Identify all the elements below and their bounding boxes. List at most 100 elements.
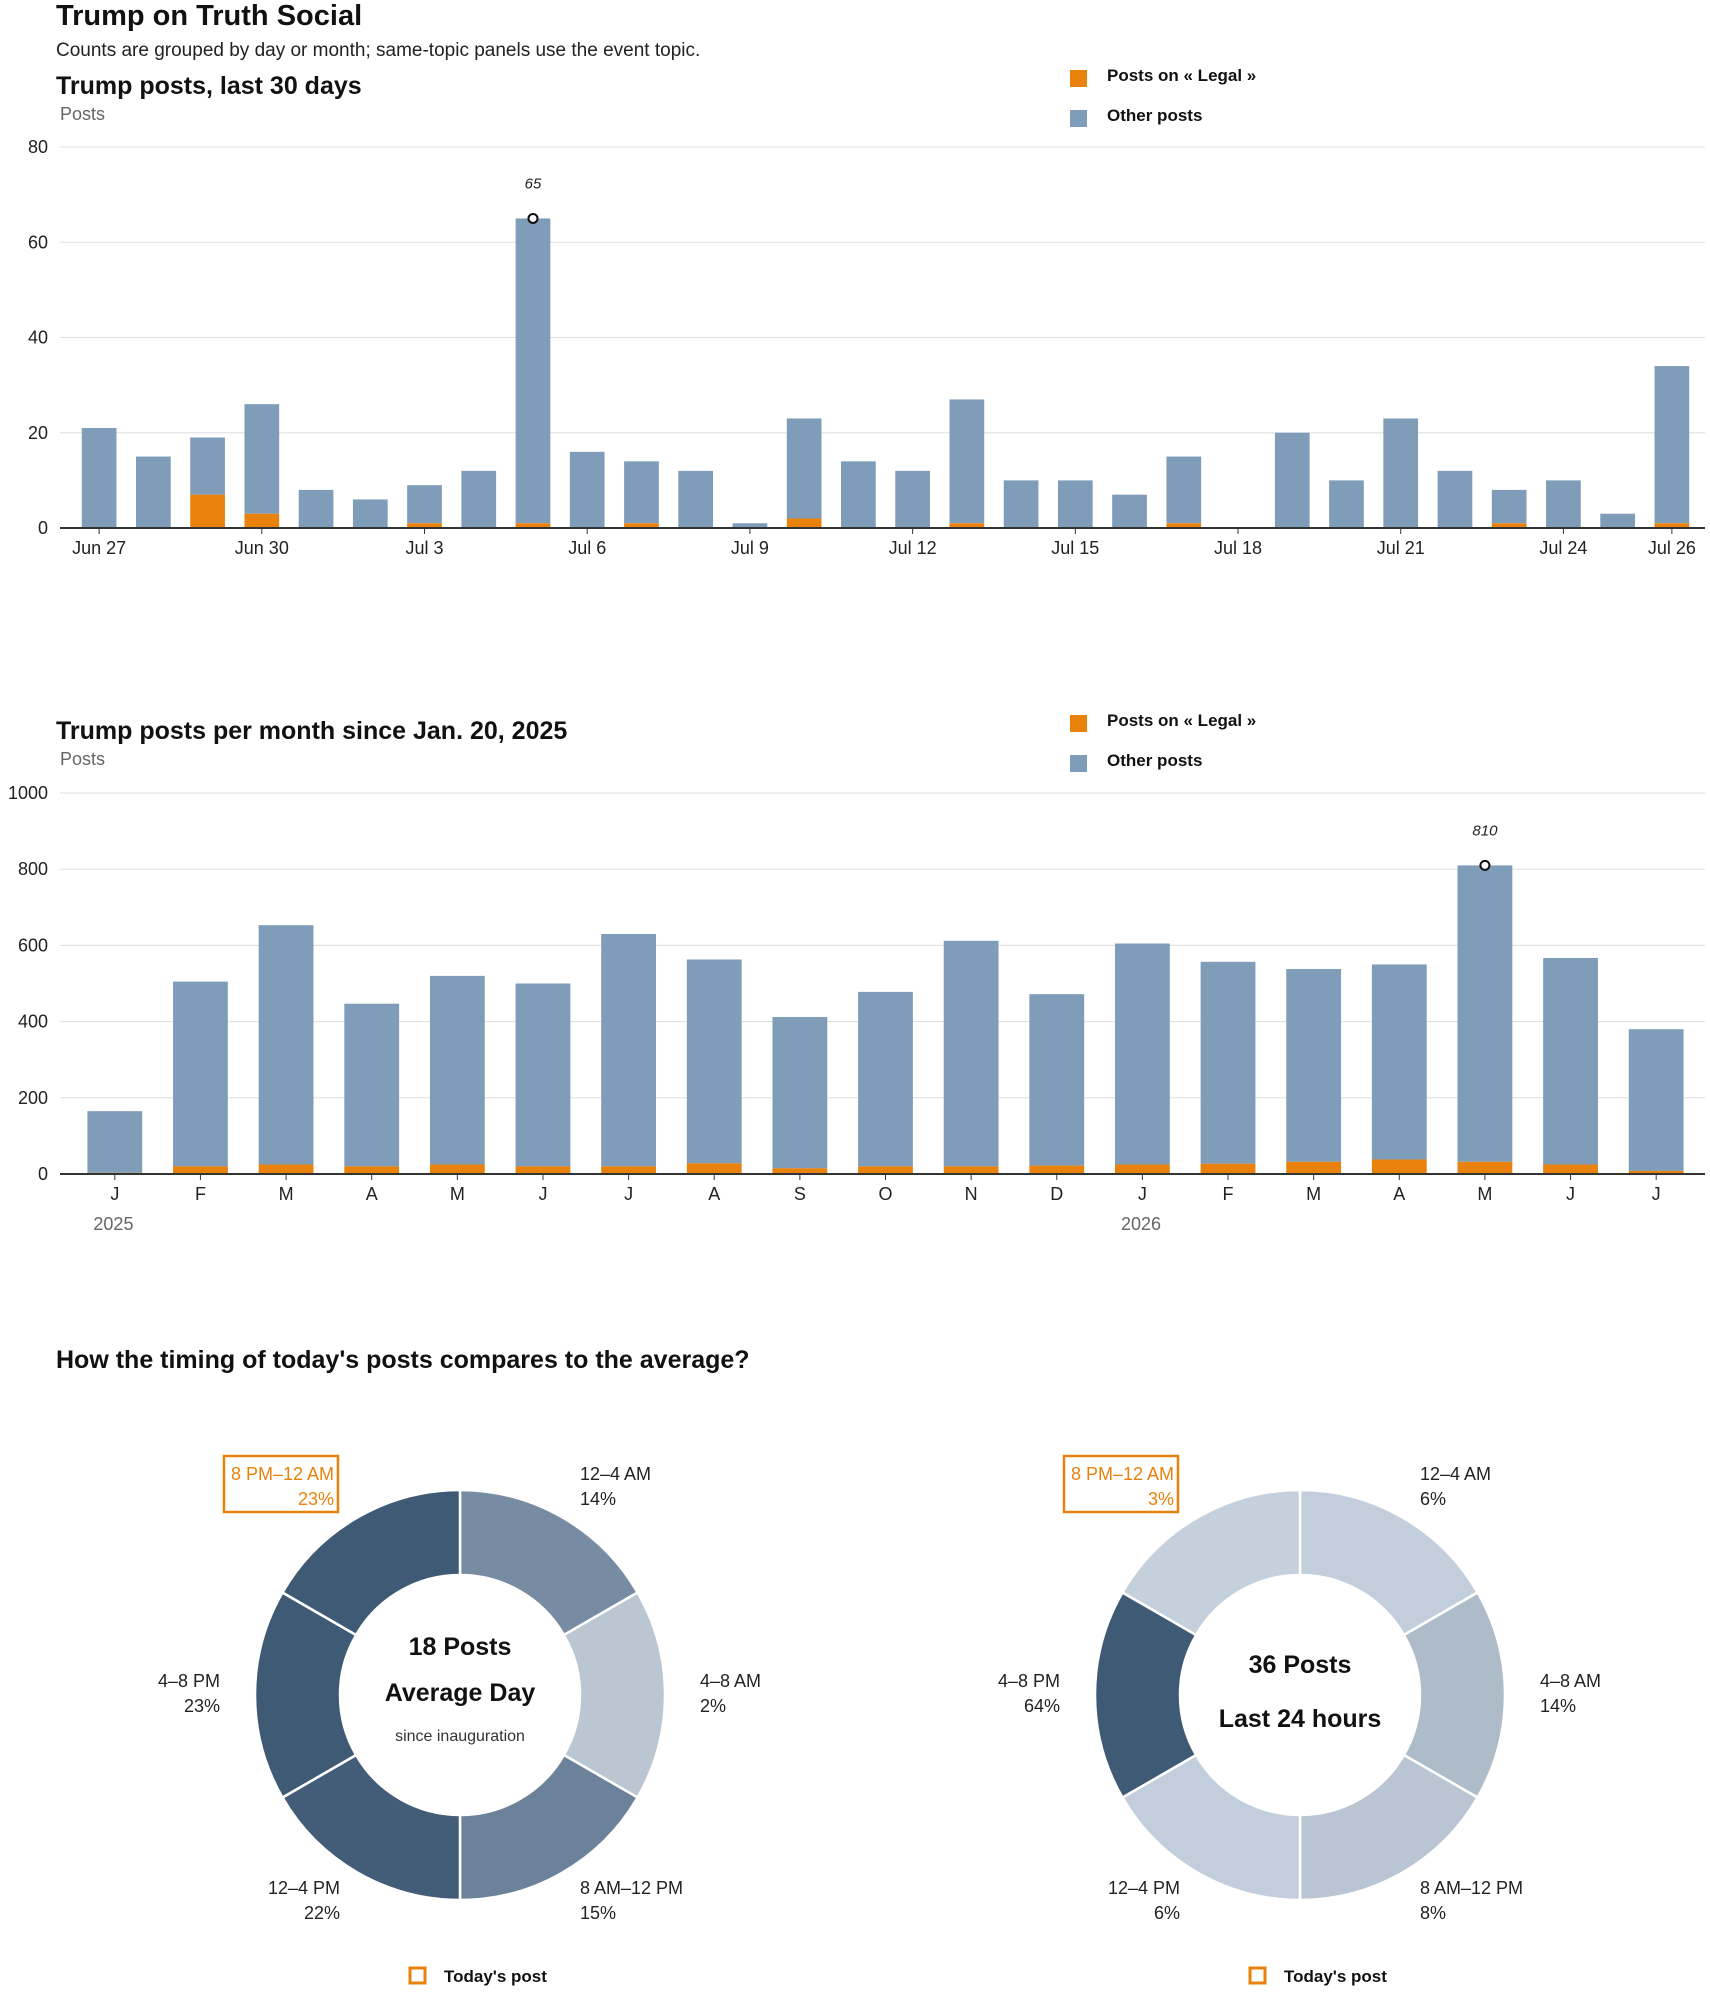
center-note: since inauguration [395,1728,525,1745]
timing-section-title: How the timing of today's posts compares… [56,1346,750,1374]
x-tick-label: J [1652,1184,1661,1204]
y-tick-label: 0 [38,1164,48,1184]
bar-topic-posts [244,513,280,528]
x-tick-label: D [1050,1184,1063,1204]
bar-topic-posts [1457,1161,1513,1174]
bar-topic-posts [173,1166,228,1174]
x-tick-label: M [450,1184,465,1204]
bar-other-posts [515,218,551,524]
bar-other-posts [732,523,768,528]
bar-topic-posts [407,523,442,528]
bar-other-posts [569,451,605,528]
x-tick-label: J [1138,1184,1147,1204]
x-tick-label: O [878,1184,892,1204]
daily-chart-legend: Posts on « Legal » Other posts [1070,56,1256,136]
bar-other-posts [429,975,485,1165]
x-tick-label: Jul 6 [568,538,606,558]
bar-other-posts [407,485,442,524]
bar-other-posts [1371,964,1427,1160]
bar-other-posts [1491,489,1527,524]
bar-other-posts [173,981,228,1167]
x-tick-label: A [1393,1184,1405,1204]
slice-label: 8 AM–12 PM [1420,1878,1523,1898]
bar-other-posts [1112,494,1147,528]
legend-swatch-topic [1070,714,1087,732]
legend-label-other: Other posts [1107,106,1203,125]
bar-other-posts [1003,480,1039,528]
legend-today-swatch [1248,1966,1267,1985]
x-tick-label: J [624,1184,633,1204]
legend-today-label: Today's post [444,1967,547,1986]
bar-topic-posts [949,523,985,528]
center-count: 18 Posts [409,1633,512,1661]
bar-other-posts [1114,943,1170,1165]
bar-other-posts [1029,994,1085,1166]
bar-other-posts [515,983,571,1167]
page-title: Trump on Truth Social [56,0,363,32]
y-tick-label: 80 [28,137,48,157]
bar-other-posts [786,418,822,519]
slice-percent: 6% [1420,1489,1446,1509]
slice-label: 12–4 AM [580,1464,651,1484]
bar-topic-posts [601,1166,657,1174]
year-label: 2025 [93,1214,133,1234]
bar-topic-posts [772,1168,828,1174]
bar-other-posts [1457,865,1513,1162]
y-tick-label: 40 [28,328,48,348]
page-subtitle: Counts are grouped by day or month; same… [56,40,701,61]
highlight-box [222,1454,340,1514]
bar-other-posts [1329,480,1364,528]
y-tick-label: 60 [28,232,48,252]
bar-other-posts [87,1111,143,1173]
legend-label-topic: Posts on « Legal » [1107,66,1257,85]
slice-percent: 8% [1420,1903,1446,1923]
bar-topic-posts [1543,1164,1598,1174]
bar-topic-posts [1200,1163,1256,1174]
y-tick-label: 0 [38,518,48,538]
bar-topic-posts [1371,1159,1427,1174]
x-tick-label: Jun 27 [72,538,126,558]
peak-marker [1479,859,1491,871]
center-caption: Last 24 hours [1219,1705,1382,1733]
highlight-box [1062,1454,1180,1514]
bar-other-posts [344,1003,400,1167]
legend-label-topic: Posts on « Legal » [1107,711,1257,730]
slice-label: 12–4 PM [268,1878,340,1898]
x-tick-label: J [110,1184,119,1204]
bar-other-posts [1654,366,1690,524]
x-tick-label: Jul 18 [1214,538,1262,558]
legend-today-label: Today's post [1284,1967,1387,1986]
bar-topic-posts [1166,523,1202,528]
bar-topic-posts [1654,523,1690,528]
bar-topic-posts [1029,1165,1085,1174]
bar-topic-posts [344,1166,400,1174]
y-tick-label: 200 [18,1088,48,1108]
bar-other-posts [1286,969,1342,1162]
bar-other-posts [772,1017,828,1169]
bar-topic-posts [258,1164,314,1174]
bar-other-posts [244,404,280,514]
peak-marker [527,212,539,224]
bar-topic-posts [1286,1161,1342,1174]
bar-other-posts [949,399,985,524]
bar-other-posts [1543,957,1598,1165]
slice-percent: 23% [184,1696,220,1716]
x-tick-label: F [195,1184,206,1204]
y-tick-label: 1000 [8,783,48,803]
last-24-hours-donut: 12–4 AM 6% 4–8 AM 14% 8 AM–12 PM 8% 12–4 PM 6% 4… [998,1454,1601,1986]
daily-posts-chart: 0 20 40 60 80 Jun 27 Jun 30 Jul 3 65 Jul 6 Jul 9 Ju… [28,137,1705,558]
bar-other-posts [135,456,171,528]
x-tick-label: Jul 9 [731,538,769,558]
bar-other-posts [258,925,314,1165]
x-tick-label: J [538,1184,547,1204]
monthly-chart-ylabel: Posts [60,749,106,769]
legend-item-other: Other posts [1070,741,1256,781]
x-tick-label: Jun 30 [235,538,289,558]
bar-other-posts [81,427,117,528]
legend-item-topic: Posts on « Legal » [1070,56,1256,96]
x-tick-label: Jul 12 [889,538,937,558]
slice-label: 8 PM–12 AM [231,1464,334,1484]
monthly-posts-chart: 0 200 400 600 800 1000 J F M A M J J A S O N D J F M A M 810 J J 2… [8,783,1705,1234]
bar-other-posts [1437,470,1473,528]
legend-swatch-other [1070,109,1087,127]
